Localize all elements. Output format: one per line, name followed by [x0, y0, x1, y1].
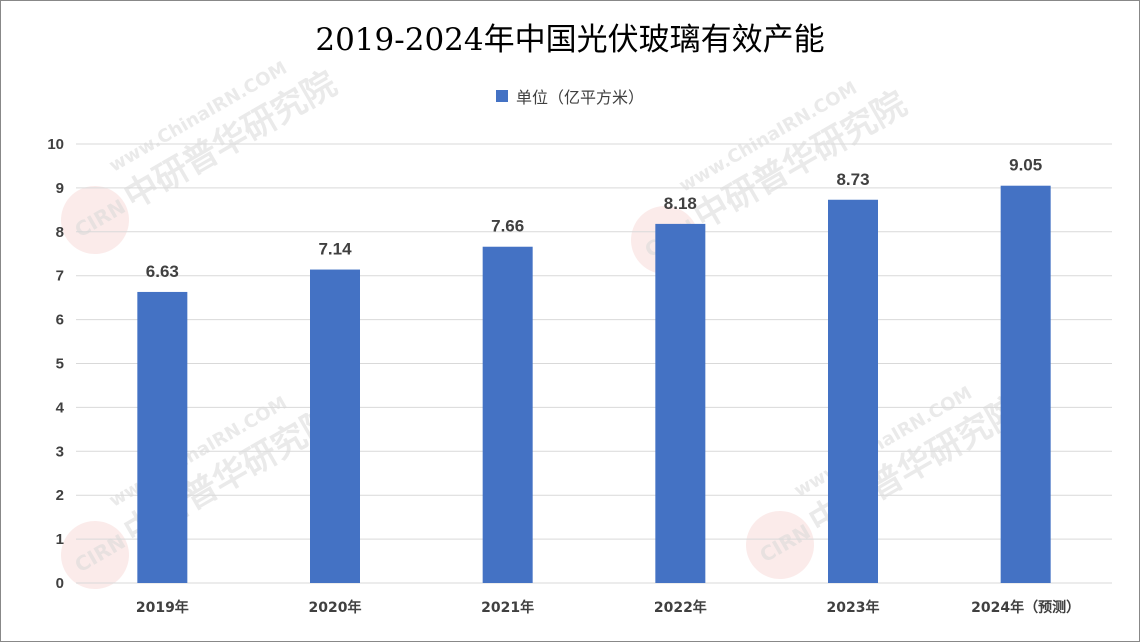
data-label: 7.66 — [491, 217, 524, 236]
data-label: 6.63 — [146, 262, 179, 281]
watermark-logo-circle — [61, 521, 129, 589]
y-tick-label: 10 — [47, 136, 64, 153]
watermark-logo-circle — [61, 186, 129, 254]
y-tick-label: 7 — [56, 268, 64, 285]
y-tick-label: 3 — [56, 443, 64, 460]
x-tick-label: 2023年 — [827, 599, 880, 616]
data-label: 9.05 — [1009, 156, 1042, 175]
y-tick-label: 6 — [56, 312, 64, 329]
y-tick-label: 2 — [56, 487, 64, 504]
legend: 单位（亿平方米） — [0, 84, 1140, 108]
y-tick-label: 1 — [56, 531, 64, 548]
x-tick-label: 2020年 — [309, 599, 362, 616]
bar — [310, 269, 360, 583]
bar — [655, 223, 706, 583]
y-tick-label: 9 — [56, 180, 64, 197]
data-label: 8.18 — [664, 194, 697, 213]
bar — [137, 291, 188, 583]
x-tick-label: 2024年（预测） — [971, 599, 1080, 616]
y-tick-label: 0 — [56, 575, 64, 592]
y-tick-label: 8 — [56, 224, 64, 241]
bar — [828, 199, 878, 584]
chart-title: 2019-2024年中国光伏玻璃有效产能 — [315, 22, 825, 58]
data-label: 7.14 — [318, 240, 352, 259]
legend-label: 单位（亿平方米） — [515, 88, 644, 107]
legend-swatch — [495, 90, 508, 102]
watermark-logo-circle — [746, 511, 814, 579]
data-label: 8.73 — [836, 170, 869, 189]
bar — [1000, 185, 1051, 583]
y-tick-label: 4 — [56, 399, 65, 416]
x-tick-label: 2022年 — [654, 599, 707, 616]
bar — [482, 246, 533, 583]
x-tick-label: 2021年 — [481, 599, 534, 616]
y-tick-label: 5 — [56, 356, 64, 373]
x-tick-label: 2019年 — [136, 599, 189, 616]
